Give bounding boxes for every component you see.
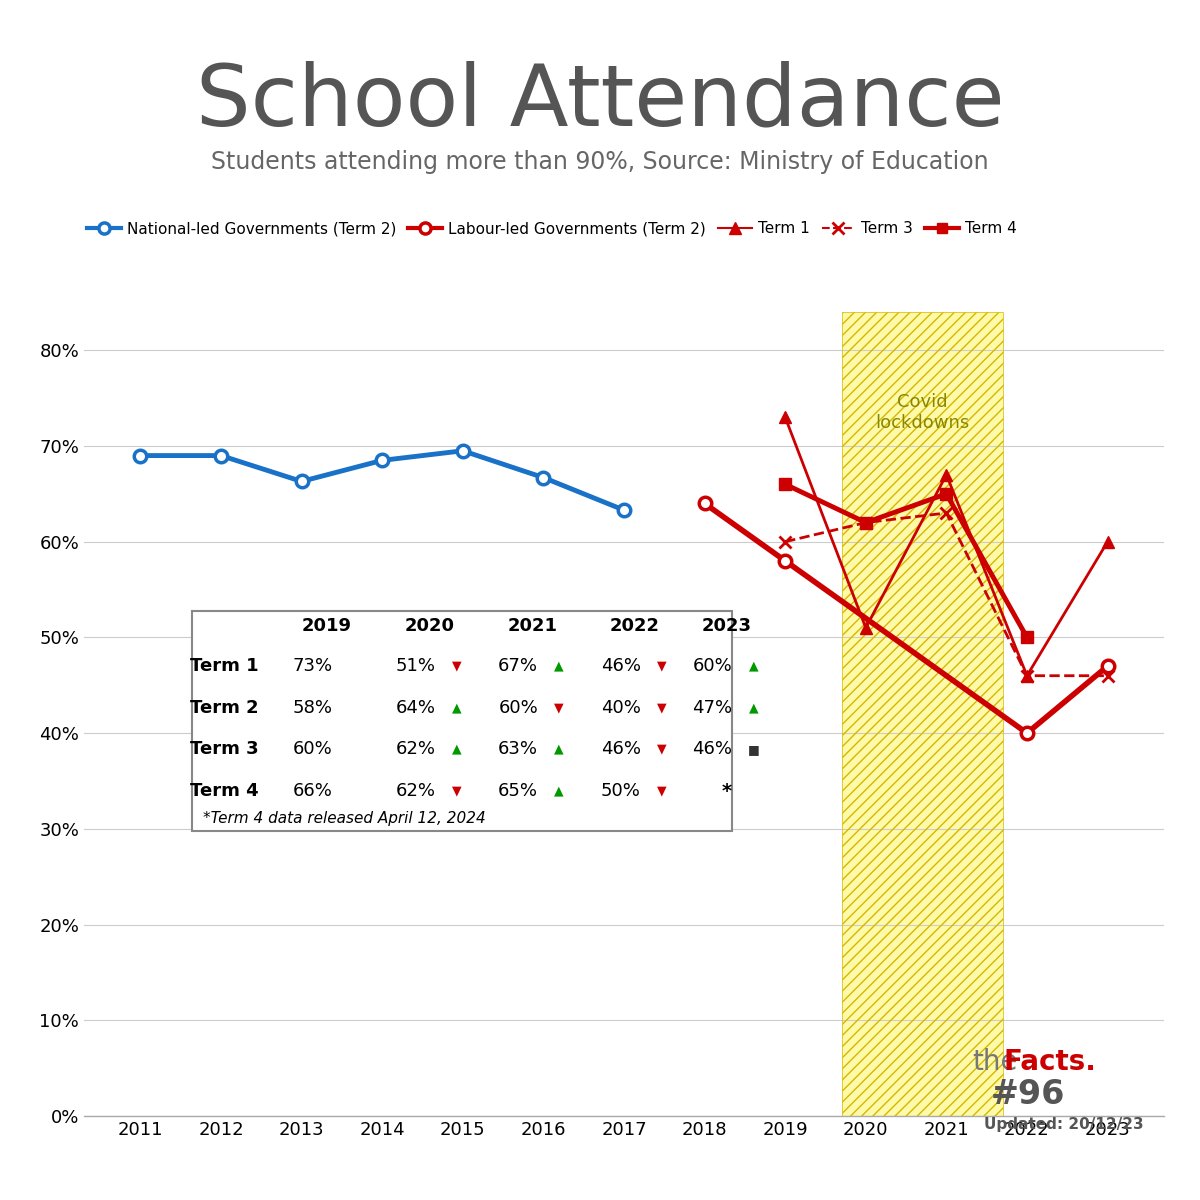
Text: 2019: 2019 [302, 617, 352, 635]
Text: 2023: 2023 [702, 617, 751, 635]
National-led Governments (Term 2) [536, 470, 551, 485]
Text: 40%: 40% [601, 698, 641, 716]
Legend: National-led Governments (Term 2), Labour-led Governments (Term 2), Term 1, Term: National-led Governments (Term 2), Labou… [80, 215, 1024, 242]
Bar [841, 312, 1003, 1116]
Term 3 [1020, 668, 1034, 683]
Text: 73%: 73% [293, 656, 334, 674]
Text: 62%: 62% [396, 782, 436, 800]
Term 3 [940, 506, 954, 521]
Labour-led Governments (Term 2) [778, 553, 792, 568]
Text: Term 3: Term 3 [190, 740, 259, 758]
Text: 67%: 67% [498, 656, 538, 674]
Text: Updated: 20/12/23: Updated: 20/12/23 [984, 1117, 1144, 1132]
Text: 46%: 46% [601, 740, 641, 758]
Text: 60%: 60% [498, 698, 538, 716]
Text: 50%: 50% [601, 782, 641, 800]
Text: ■: ■ [748, 743, 760, 756]
Text: ▲: ▲ [554, 659, 564, 672]
Text: 2020: 2020 [404, 617, 455, 635]
Labour-led Governments (Term 2) [697, 497, 712, 511]
Text: ▲: ▲ [451, 743, 462, 756]
Text: 60%: 60% [293, 740, 332, 758]
Text: 62%: 62% [396, 740, 436, 758]
Text: *Term 4 data released April 12, 2024: *Term 4 data released April 12, 2024 [203, 811, 486, 826]
Text: 63%: 63% [498, 740, 538, 758]
Term 1 [1100, 534, 1115, 548]
Text: 64%: 64% [396, 698, 436, 716]
National-led Governments (Term 2) [456, 444, 470, 458]
National-led Governments (Term 2) [133, 449, 148, 463]
Term 3 [778, 534, 792, 548]
Text: ▼: ▼ [656, 659, 667, 672]
Text: ▼: ▼ [656, 701, 667, 714]
Text: ▲: ▲ [451, 701, 462, 714]
Text: 51%: 51% [396, 656, 436, 674]
Term 3 [1100, 668, 1115, 683]
Text: *: * [721, 781, 732, 800]
Text: 2022: 2022 [610, 617, 660, 635]
Text: 66%: 66% [293, 782, 332, 800]
Text: 46%: 46% [601, 656, 641, 674]
Labour-led Governments (Term 2) [1100, 659, 1115, 673]
Line: Labour-led Governments (Term 2): Labour-led Governments (Term 2) [698, 497, 1114, 739]
Text: Students attending more than 90%, Source: Ministry of Education: Students attending more than 90%, Source… [211, 150, 989, 174]
Text: ▼: ▼ [656, 743, 667, 756]
Term 1 [858, 620, 872, 635]
Text: 47%: 47% [692, 698, 733, 716]
Term 1 [778, 410, 792, 425]
Text: ▲: ▲ [749, 701, 758, 714]
Term 1 [1020, 668, 1034, 683]
Line: Term 1: Term 1 [779, 412, 1114, 682]
Text: 2021: 2021 [508, 617, 557, 635]
Text: Term 4: Term 4 [190, 782, 259, 800]
Text: School Attendance: School Attendance [196, 60, 1004, 143]
Text: Facts.: Facts. [1003, 1048, 1096, 1076]
Text: ▼: ▼ [554, 701, 564, 714]
FancyBboxPatch shape [192, 611, 732, 830]
Text: ▼: ▼ [656, 785, 667, 798]
Text: ▲: ▲ [554, 743, 564, 756]
National-led Governments (Term 2) [294, 474, 308, 488]
Line: Term 3: Term 3 [779, 506, 1114, 682]
Text: Covid
lockdowns: Covid lockdowns [875, 394, 970, 432]
Term 4 [778, 478, 792, 492]
Line: Term 4: Term 4 [780, 479, 1032, 643]
Text: ▼: ▼ [451, 659, 462, 672]
Text: Term 1: Term 1 [190, 656, 259, 674]
Bar [841, 312, 1003, 1116]
Text: 60%: 60% [692, 656, 732, 674]
Text: #96: #96 [991, 1078, 1066, 1111]
Text: 46%: 46% [692, 740, 732, 758]
Text: 58%: 58% [293, 698, 332, 716]
Labour-led Governments (Term 2) [1020, 726, 1034, 740]
Text: ▲: ▲ [554, 785, 564, 798]
Term 4 [858, 515, 872, 529]
Text: the: the [972, 1048, 1018, 1076]
Text: Term 2: Term 2 [190, 698, 259, 716]
Term 4 [940, 487, 954, 502]
National-led Governments (Term 2) [214, 449, 228, 463]
Text: ▲: ▲ [749, 659, 758, 672]
Term 4 [1020, 630, 1034, 644]
Term 1 [940, 468, 954, 482]
Line: National-led Governments (Term 2): National-led Governments (Term 2) [134, 444, 630, 516]
Text: 65%: 65% [498, 782, 538, 800]
Text: ▼: ▼ [451, 785, 462, 798]
National-led Governments (Term 2) [376, 454, 390, 468]
National-led Governments (Term 2) [617, 503, 631, 517]
Term 3 [858, 515, 872, 529]
